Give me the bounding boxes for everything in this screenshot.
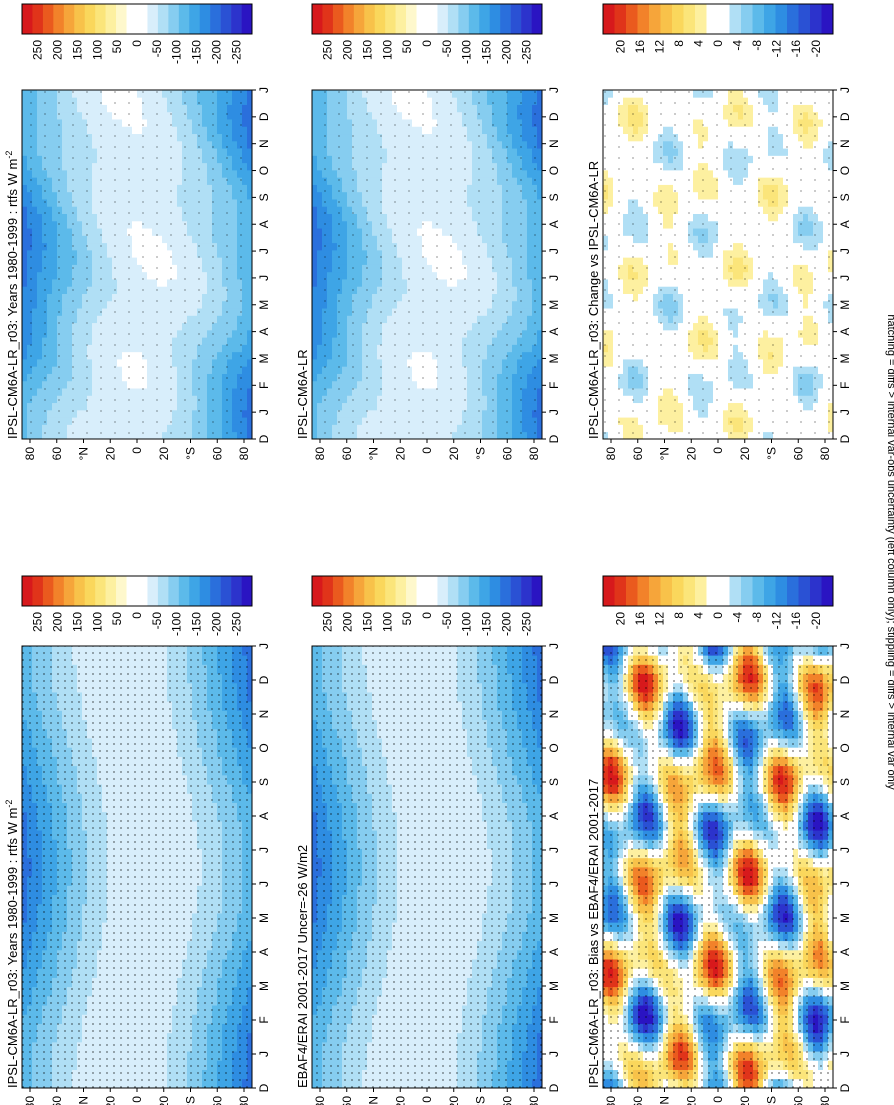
panel-title-sup: -2 <box>4 151 14 159</box>
stippling <box>22 90 252 439</box>
month-tick-label: O <box>257 743 271 752</box>
month-tick-label: J <box>257 248 271 254</box>
month-tick-label: M <box>257 913 271 923</box>
panel-title: IPSL-CM6A-LR_r03: Years 1980-1999 : rtfs… <box>4 151 20 439</box>
lat-tick-label: 20 <box>103 447 117 461</box>
lat-tick-label: °N <box>77 1096 91 1105</box>
lat-tick-label: 0 <box>130 1096 144 1103</box>
month-tick-label: D <box>257 434 271 443</box>
month-tick-label: S <box>257 778 271 786</box>
month-tick-label: O <box>257 166 271 175</box>
month-tick-label: J <box>257 643 271 649</box>
month-tick-label: M <box>257 981 271 991</box>
month-tick-label: D <box>257 112 271 121</box>
month-tick-label: N <box>257 710 271 719</box>
lat-tick-label: 60 <box>50 447 64 461</box>
month-tick-label: J <box>257 409 271 415</box>
lat-tick-label: 0 <box>130 447 144 454</box>
month-tick-label: D <box>257 1083 271 1092</box>
lat-tick-label: 80 <box>237 447 251 461</box>
lat-tick-label: °S <box>184 447 198 460</box>
panel-title: IPSL-CM6A-LR_r03: Years 1980-1999 : rtfs… <box>4 800 20 1088</box>
lat-tick-label: 60 <box>50 1096 64 1105</box>
month-tick-label: A <box>257 948 271 956</box>
month-tick-label: F <box>257 1016 271 1023</box>
month-tick-label: J <box>257 275 271 281</box>
month-tick-label: A <box>257 328 271 336</box>
lat-tick-label: 80 <box>23 1096 37 1105</box>
month-tick-label: M <box>257 300 271 310</box>
lat-tick-label: 80 <box>23 447 37 461</box>
figure-footer: hatching = diffs > internal var-obs unce… <box>885 314 894 790</box>
month-tick-label: N <box>257 139 271 148</box>
month-tick-label: S <box>257 193 271 201</box>
month-tick-label: D <box>257 675 271 684</box>
month-tick-label: F <box>257 382 271 389</box>
month-tick-label: A <box>257 220 271 228</box>
lat-tick-label: 20 <box>157 1096 171 1105</box>
lat-tick-label: 80 <box>237 1096 251 1105</box>
lat-tick-label: 20 <box>103 1096 117 1105</box>
lat-tick-label: °N <box>77 447 91 460</box>
month-tick-label: J <box>257 881 271 887</box>
panel-title-sup: -2 <box>4 800 14 808</box>
lat-tick-label: °S <box>184 1096 198 1105</box>
lat-tick-label: 60 <box>210 1096 224 1105</box>
lat-tick-label: 60 <box>210 447 224 461</box>
month-tick-label: J <box>257 1051 271 1057</box>
month-tick-label: J <box>257 847 271 853</box>
lat-tick-label: 20 <box>157 447 171 461</box>
month-tick-label: A <box>257 812 271 820</box>
month-tick-label: M <box>257 353 271 363</box>
stippling <box>22 646 252 1088</box>
month-tick-label: J <box>257 87 271 93</box>
